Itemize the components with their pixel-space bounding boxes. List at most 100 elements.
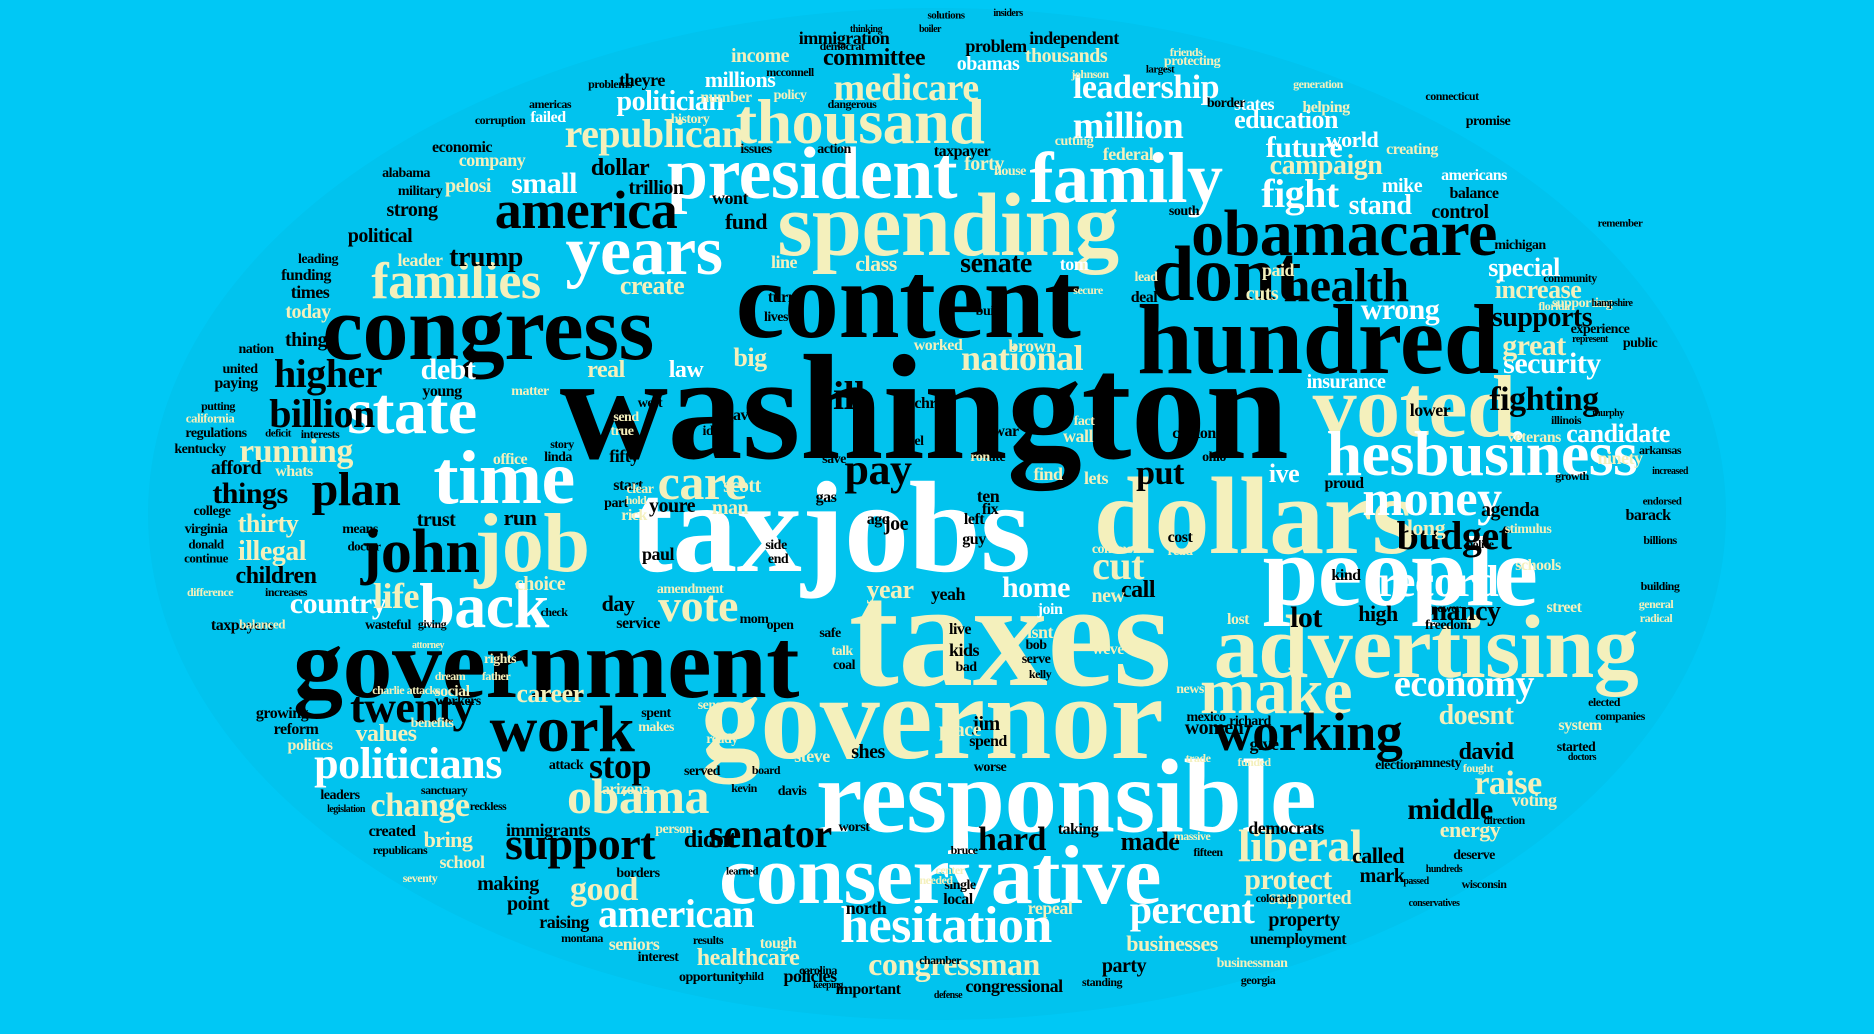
cloud-word-seventy: seventy (402, 871, 438, 885)
cloud-word-yeah: yeah (931, 584, 966, 604)
cloud-word-action: action (817, 142, 851, 157)
cloud-word-illegal: illegal (237, 536, 307, 567)
cloud-word-increase: increase (1494, 275, 1582, 304)
cloud-word-open: open (766, 618, 794, 633)
cloud-word-created: created (368, 823, 416, 840)
cloud-word-budget: budget (1396, 513, 1512, 558)
cloud-word-state: state (347, 375, 477, 448)
cloud-word-california: california (185, 410, 235, 426)
cloud-word-important: important (835, 981, 901, 998)
cloud-word-government: government (293, 608, 800, 719)
cloud-word-interests: interests (300, 427, 340, 441)
cloud-word-insiders: insiders (993, 8, 1023, 19)
cloud-word-opportunity: opportunity (678, 970, 746, 985)
cloud-word-cut: cut (1092, 543, 1144, 588)
cloud-word-lead: lead (1134, 270, 1158, 285)
cloud-word-mcconnell: mcconnell (766, 65, 814, 79)
cloud-word-ohio: ohio (1202, 450, 1226, 465)
cloud-word-supports: supports (1491, 302, 1593, 333)
cloud-word-send: send (613, 410, 639, 425)
cloud-word-street: street (1546, 599, 1582, 616)
cloud-word-read: read (1167, 544, 1193, 559)
cloud-word-workers: workers (435, 694, 481, 709)
cloud-word-thousand: thousand (735, 86, 985, 157)
cloud-word-kids: kids (948, 640, 980, 660)
cloud-word-campaign: campaign (1269, 150, 1383, 181)
cloud-word-make: make (1200, 655, 1352, 728)
cloud-word-businessman: businessman (1216, 956, 1288, 971)
cloud-word-system: system (1558, 717, 1602, 734)
cloud-word-gave: gave (725, 407, 755, 424)
cloud-word-health: health (1283, 259, 1409, 312)
cloud-word-largest: largest (1145, 63, 1175, 76)
cloud-word-real: real (587, 357, 625, 383)
cloud-word-doesnt: doesnt (1438, 700, 1514, 731)
cloud-word-voted: voted (1312, 359, 1516, 456)
cloud-word-called: called (1352, 843, 1405, 868)
cloud-word-kentucky: kentucky (174, 442, 226, 457)
cloud-word-learned: learned (726, 865, 758, 878)
cloud-word-carolina: carolina (799, 963, 837, 977)
cloud-word-isnt: isnt (1026, 622, 1054, 642)
cloud-word-hold: hold (625, 493, 647, 507)
cloud-word-public: public (1622, 336, 1658, 351)
cloud-word-build: build (975, 304, 1005, 319)
cloud-word-wasteful: wasteful (365, 618, 411, 633)
cloud-word-things: things (212, 477, 288, 510)
cloud-word-fought: fought (1462, 761, 1494, 775)
cloud-word-child: child (740, 969, 764, 983)
cloud-word-fund: fund (724, 209, 768, 234)
cloud-word-giving: giving (417, 617, 447, 631)
cloud-word-dangerous: dangerous (827, 97, 877, 111)
cloud-word-line: line (770, 252, 798, 272)
cloud-word-florida: florida (1538, 299, 1570, 313)
cloud-word-paul: paul (641, 544, 675, 564)
cloud-word-results: results (692, 933, 724, 947)
cloud-word-vote: vote (658, 580, 738, 631)
cloud-word-center: center (935, 863, 965, 877)
cloud-word-economy: economy (1393, 663, 1535, 705)
cloud-word-local: local (943, 891, 973, 908)
cloud-word-idea: idea (702, 424, 726, 439)
cloud-word-congressional: congressional (965, 976, 1063, 996)
cloud-word-content: content (735, 239, 1081, 361)
cloud-word-democrats: democrats (1248, 818, 1324, 838)
cloud-word-country: country (289, 587, 387, 620)
cloud-word-mike: mike (1381, 175, 1423, 197)
cloud-word-taking: taking (1057, 821, 1099, 838)
cloud-word-responsible: responsible (815, 737, 1317, 855)
cloud-word-point: point (507, 893, 549, 915)
cloud-word-leadership: leadership (1072, 69, 1220, 106)
cloud-word-creating: creating (1386, 141, 1438, 158)
cloud-word-served: served (684, 764, 720, 779)
cloud-word-obamas: obamas (956, 53, 1020, 75)
cloud-word-trust: trust (416, 509, 456, 531)
cloud-word-pelosi: pelosi (445, 175, 491, 197)
cloud-word-benefits: benefits (410, 716, 454, 731)
cloud-word-linda: linda (544, 450, 572, 465)
cloud-word-common: common (1091, 542, 1141, 557)
cloud-word-building: building (1640, 579, 1680, 593)
cloud-word-man: man (711, 497, 749, 519)
cloud-word-economic: economic (432, 139, 492, 156)
cloud-word-strong: strong (386, 199, 438, 221)
cloud-word-policy: policy (773, 88, 807, 103)
cloud-word-protect: protect (1244, 863, 1332, 896)
cloud-word-chamber: chamber (919, 953, 961, 967)
cloud-word-coal: coal (832, 658, 856, 673)
cloud-word-shes: shes (851, 741, 885, 763)
cloud-word-solutions: solutions (927, 9, 965, 22)
cloud-word-deserve: deserve (1453, 848, 1495, 863)
cloud-word-fight: fight (1261, 171, 1339, 216)
cloud-word-world: world (1325, 127, 1379, 152)
cloud-word-increases: increases (265, 585, 307, 599)
cloud-word-income: income (730, 45, 790, 67)
cloud-word-kind: kind (1331, 567, 1361, 584)
cloud-word-worked: worked (913, 337, 963, 354)
cloud-word-connecticut: connecticut (1425, 89, 1479, 103)
cloud-word-davis: davis (777, 784, 807, 799)
cloud-word-kevin: kevin (731, 781, 757, 795)
cloud-word-problems: problems (588, 77, 632, 91)
cloud-word-corruption: corruption (474, 113, 526, 127)
cloud-word-find: find (1033, 464, 1063, 484)
